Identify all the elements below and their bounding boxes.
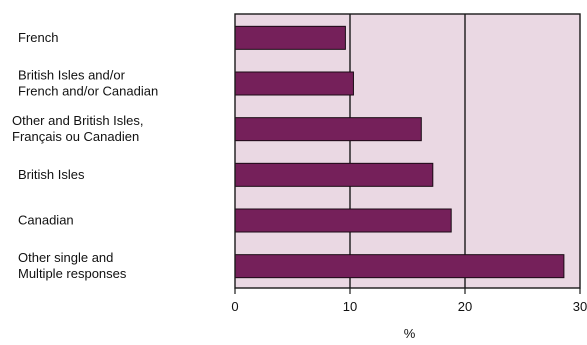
category-label-line: French and/or Canadian [18,84,158,99]
category-label-2: Other and British Isles, Français ou Cana… [12,113,144,144]
plot-area [235,14,580,288]
bar-3 [234,162,434,187]
category-label-3: British Isles [18,167,85,182]
category-label-4: Canadian [18,213,74,228]
category-label-0: French [18,30,58,45]
x-tick-label-30: 30 [573,299,587,314]
category-label-line: British Isles and/or [18,68,126,83]
category-label-line: Canadian [18,213,74,228]
bar-0 [234,25,346,50]
x-tick-label-0: 0 [231,299,238,314]
axes-border [234,13,581,289]
category-label-line: French [18,30,58,45]
x-tick-label-10: 10 [343,299,357,314]
category-label-line: Multiple responses [18,266,127,281]
x-axis-title: % [404,326,416,341]
bar-4 [234,208,452,233]
x-tick-labels: 0 10 20 30 [231,299,587,314]
bar-5 [234,254,565,279]
category-label-5: Other single and Multiple responses [18,250,127,281]
category-labels: French British Isles and/or French and/or … [12,30,158,281]
bars [234,25,565,279]
plot-frame [234,13,581,294]
category-label-line: Français ou Canadien [12,129,139,144]
category-label-line: Other and British Isles, [12,113,144,128]
category-label-line: British Isles [18,167,85,182]
category-label-1: British Isles and/or French and/or Canadi… [18,68,158,99]
x-tick-label-20: 20 [458,299,472,314]
gridlines [349,14,466,288]
category-label-line: Other single and [18,250,113,265]
bar-2 [234,117,422,142]
bar-1 [234,71,354,96]
